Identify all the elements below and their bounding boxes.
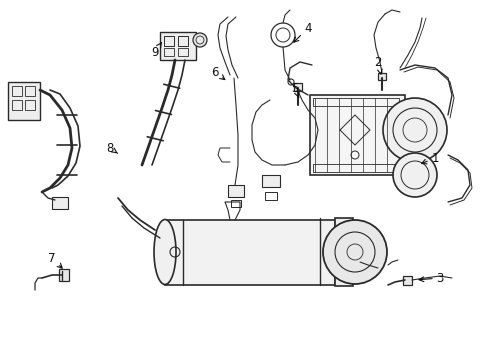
Text: 2: 2: [374, 55, 382, 74]
Bar: [8, 82, 40, 120]
Circle shape: [323, 220, 387, 284]
Bar: [335, 218, 353, 286]
Text: 5: 5: [292, 81, 299, 98]
Bar: [52, 197, 68, 209]
Bar: [262, 175, 280, 187]
Text: 4: 4: [294, 22, 312, 42]
Text: 8: 8: [106, 141, 118, 154]
Bar: [231, 200, 241, 207]
Text: 6: 6: [211, 66, 225, 80]
Bar: [164, 36, 174, 46]
Bar: [313, 98, 399, 106]
Text: 9: 9: [151, 42, 162, 59]
Ellipse shape: [154, 220, 176, 284]
Bar: [59, 269, 69, 281]
Bar: [12, 100, 22, 110]
Bar: [228, 185, 244, 197]
Bar: [265, 192, 277, 200]
Bar: [25, 100, 35, 110]
Text: 1: 1: [422, 152, 439, 165]
Text: 3: 3: [419, 271, 443, 284]
Bar: [178, 48, 188, 56]
Bar: [160, 32, 196, 60]
Bar: [294, 83, 302, 91]
Circle shape: [193, 33, 207, 47]
Bar: [25, 86, 35, 96]
Text: 7: 7: [48, 252, 62, 268]
Circle shape: [393, 153, 437, 197]
Bar: [310, 95, 405, 175]
Bar: [12, 86, 22, 96]
Bar: [313, 164, 399, 172]
Bar: [164, 48, 174, 56]
Bar: [378, 73, 386, 80]
Bar: [403, 276, 412, 285]
Circle shape: [383, 98, 447, 162]
Bar: [178, 36, 188, 46]
Bar: [165, 220, 335, 285]
